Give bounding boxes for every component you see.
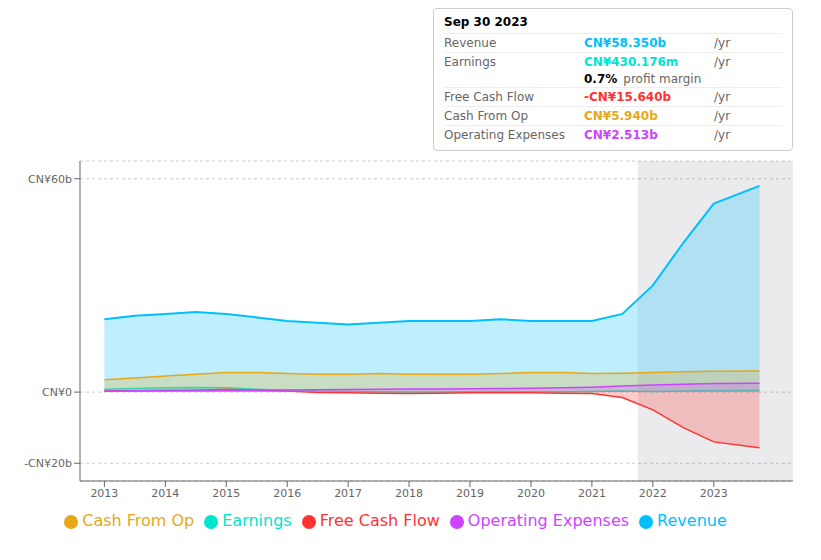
html-text:/yr: /yr xyxy=(714,109,731,123)
html-text:CN¥430.176m: CN¥430.176m xyxy=(584,55,679,69)
html-text:Free Cash Flow: Free Cash Flow xyxy=(444,90,535,104)
html-text:Operating Expenses: Operating Expenses xyxy=(444,128,565,142)
html-text:Revenue: Revenue xyxy=(444,36,497,50)
html-text:/yr: /yr xyxy=(714,55,731,69)
html-text:/yr: /yr xyxy=(714,128,731,142)
svg-text:2023: 2023 xyxy=(700,487,728,500)
svg-text:2020: 2020 xyxy=(517,487,545,500)
html-text:Free Cash Flow: Free Cash Flow xyxy=(319,511,440,530)
html-text:CN¥58.350b: CN¥58.350b xyxy=(584,36,667,50)
html-text:profit margin: profit margin xyxy=(623,72,702,86)
html-text:Revenue: Revenue xyxy=(657,511,727,530)
svg-text:2015: 2015 xyxy=(212,487,240,500)
html-text:CN¥2.513b: CN¥2.513b xyxy=(584,128,658,142)
html-text:/yr: /yr xyxy=(714,36,731,50)
html-text:Operating Expenses: Operating Expenses xyxy=(467,511,630,530)
html-text:Cash From Op: Cash From Op xyxy=(444,109,528,123)
html-text:0.7%: 0.7% xyxy=(584,72,618,86)
svg-text:CN¥60b: CN¥60b xyxy=(28,173,72,186)
svg-text:2016: 2016 xyxy=(273,487,301,500)
svg-text:2018: 2018 xyxy=(395,487,423,500)
html-text:Earnings: Earnings xyxy=(444,55,497,69)
svg-text:2014: 2014 xyxy=(151,487,179,500)
html-text:-CN¥15.640b: -CN¥15.640b xyxy=(584,90,672,104)
svg-text:2019: 2019 xyxy=(456,487,484,500)
svg-text:-CN¥20b: -CN¥20b xyxy=(24,457,72,470)
svg-text:2022: 2022 xyxy=(639,487,667,500)
html-text:Earnings: Earnings xyxy=(222,511,292,530)
svg-text:2021: 2021 xyxy=(578,487,606,500)
html-text:/yr: /yr xyxy=(714,90,731,104)
svg-text:2017: 2017 xyxy=(334,487,362,500)
svg-text:2013: 2013 xyxy=(90,487,118,500)
html-text:Cash From Op: Cash From Op xyxy=(82,511,195,530)
svg-text:CN¥0: CN¥0 xyxy=(42,386,72,399)
html-text:Sep 30 2023: Sep 30 2023 xyxy=(444,15,528,29)
html-text:CN¥5.940b: CN¥5.940b xyxy=(584,109,658,123)
